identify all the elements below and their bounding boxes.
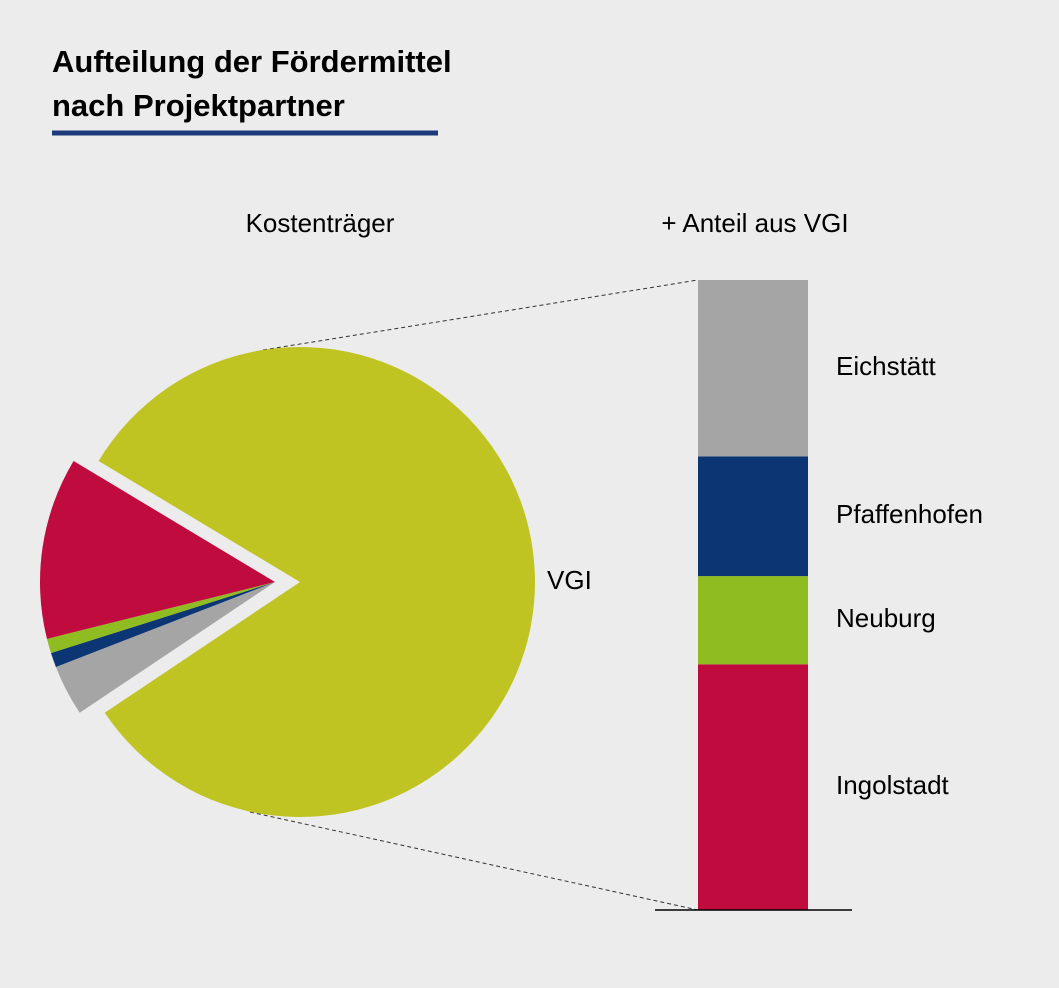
connector — [262, 279, 699, 351]
pie-slice — [46, 582, 276, 654]
pie-slice — [39, 460, 275, 639]
pie-slice — [51, 582, 275, 667]
pie-slice — [55, 582, 276, 713]
slice-label: VGI — [547, 565, 592, 595]
segment-label: Pfaffenhofen — [836, 499, 983, 529]
bar-segment — [698, 576, 808, 665]
segment-label: Ingolstadt — [836, 770, 950, 800]
pie-slice — [98, 347, 536, 818]
pie-title: Kostenträger — [246, 208, 395, 238]
bar-segment — [698, 280, 808, 457]
chart-title: nach Projektpartner — [52, 88, 345, 123]
segment-label: Neuburg — [836, 603, 936, 633]
bar-segment — [698, 664, 808, 910]
bar-segment — [698, 456, 808, 577]
chart-title: Aufteilung der Fördermittel — [52, 44, 452, 79]
segment-label: Eichstätt — [836, 351, 936, 381]
bar-title: + Anteil aus VGI — [661, 208, 848, 238]
